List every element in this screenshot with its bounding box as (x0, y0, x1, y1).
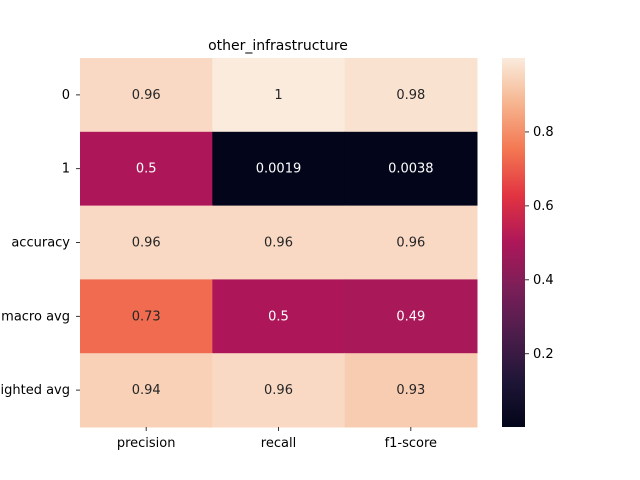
x-tick-label: precision (117, 436, 176, 451)
cell-value-label: 0.96 (264, 383, 293, 398)
heatmap-cells (80, 58, 478, 428)
cell-value-label: 0.5 (268, 309, 289, 324)
colorbar-gradient (502, 58, 525, 427)
heatmap-cell (344, 205, 478, 280)
x-axis: precision recall f1-score (117, 427, 437, 451)
cell-value-label: 0.49 (396, 309, 425, 324)
colorbar: 0.2 0.4 0.6 0.8 (502, 58, 554, 427)
heatmap-cell (80, 131, 213, 207)
y-tick-label: 1 (62, 162, 70, 177)
cell-value-label: 0.98 (396, 88, 425, 103)
heatmap-cell (80, 205, 213, 280)
heatmap-cell (344, 131, 478, 207)
cell-value-label: 0.96 (396, 236, 425, 251)
heatmap-cell-labels: 0.96 1 0.98 0.5 0.0019 0.0038 0.96 0.96 0.96 0.73… (132, 88, 434, 398)
chart-title: other_infrastructure (208, 38, 348, 54)
cell-value-label: 0.96 (132, 236, 161, 251)
cell-value-label: 0.5 (136, 162, 157, 177)
heatmap-cell (80, 353, 213, 428)
y-axis: 0 1 accuracy macro avg weighted avg (0, 88, 80, 398)
y-tick-label: weighted avg (0, 383, 70, 398)
cell-value-label: 0.73 (132, 309, 161, 324)
heatmap-cell (344, 58, 478, 133)
y-tick-label: accuracy (11, 236, 70, 251)
cell-value-label: 0.0038 (388, 162, 434, 177)
colorbar-tick-label: 0.8 (533, 125, 554, 140)
heatmap-cell (80, 58, 213, 133)
heatmap-cell (212, 58, 346, 133)
cell-value-label: 0.94 (132, 383, 161, 398)
cell-value-label: 0.0019 (256, 162, 302, 177)
x-tick-label: recall (261, 436, 296, 451)
cell-value-label: 1 (274, 88, 282, 103)
colorbar-tick-label: 0.6 (533, 199, 554, 214)
colorbar-tick-label: 0.2 (533, 347, 554, 362)
colorbar-tick-label: 0.4 (533, 273, 554, 288)
heatmap-cell (212, 279, 346, 354)
cell-value-label: 0.96 (264, 236, 293, 251)
cell-value-label: 0.93 (396, 383, 425, 398)
heatmap-cell (80, 279, 213, 354)
y-tick-label: 0 (62, 88, 70, 103)
heatmap-cell (344, 353, 478, 428)
x-tick-label: f1-score (385, 436, 437, 451)
y-tick-label: macro avg (1, 309, 70, 324)
heatmap-cell (212, 353, 346, 428)
heatmap-cell (344, 279, 478, 354)
cell-value-label: 0.96 (132, 88, 161, 103)
heatmap-cell (212, 131, 346, 207)
heatmap-cell (212, 205, 346, 280)
